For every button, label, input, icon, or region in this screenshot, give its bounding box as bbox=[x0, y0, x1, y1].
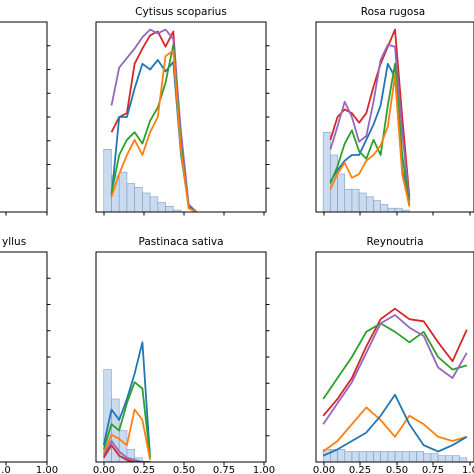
histogram-bar bbox=[337, 449, 346, 462]
series-line-2 bbox=[110, 28, 198, 212]
histogram-bar bbox=[430, 453, 439, 462]
plot-area bbox=[322, 28, 411, 212]
x-tick-label: 0.50 bbox=[173, 465, 195, 474]
series-line-1 bbox=[102, 341, 151, 458]
axes-frame bbox=[315, 251, 474, 463]
histogram-bar bbox=[401, 451, 410, 462]
histogram-bar bbox=[126, 183, 135, 212]
x-tick-label: 1.00 bbox=[36, 465, 58, 474]
series-line-4 bbox=[329, 62, 411, 205]
series-line-1 bbox=[329, 28, 411, 197]
panel-title: Reynoutria bbox=[366, 236, 423, 248]
x-tick-label: 0.25 bbox=[349, 465, 371, 474]
panel-6: 0.000.250.500.751.0Annotation sizeReynou… bbox=[313, 236, 474, 474]
histogram-bar bbox=[387, 207, 396, 212]
histogram-bar bbox=[394, 207, 403, 212]
series-line-3 bbox=[102, 408, 151, 461]
series-line-2 bbox=[102, 381, 151, 458]
x-tick-label: .0 bbox=[1, 465, 11, 474]
histogram-bar bbox=[142, 192, 151, 212]
histogram-bar bbox=[409, 451, 417, 462]
x-tick-label: 0.00 bbox=[313, 465, 335, 474]
histogram-bar bbox=[149, 196, 159, 212]
histogram-bar bbox=[380, 204, 389, 212]
histogram-bar bbox=[344, 188, 353, 212]
panel-2: Cytisus scoparius bbox=[95, 6, 270, 216]
histogram-bar bbox=[373, 200, 381, 212]
panel-title: Pastinaca sativa bbox=[138, 236, 223, 248]
series-line-5 bbox=[322, 393, 468, 457]
series-line-1 bbox=[322, 307, 468, 417]
histogram-bar bbox=[165, 206, 174, 212]
panel-4: .01.00sizeyllus bbox=[0, 236, 58, 474]
histogram-bar bbox=[172, 209, 182, 212]
panel-title: Rosa rugosa bbox=[361, 6, 425, 18]
series-line-2 bbox=[329, 43, 411, 201]
series-line-5 bbox=[329, 74, 411, 207]
plot-area bbox=[322, 307, 468, 462]
x-tick-label: 0.50 bbox=[386, 465, 408, 474]
x-tick-label: 0.25 bbox=[133, 465, 155, 474]
axes-frame bbox=[0, 21, 48, 213]
histogram-bar bbox=[459, 457, 468, 462]
histogram-bar bbox=[322, 131, 331, 212]
histogram-bar bbox=[380, 451, 389, 462]
series-line-5 bbox=[102, 444, 151, 462]
histogram-bar bbox=[444, 455, 453, 462]
series-line-5 bbox=[110, 49, 197, 212]
panel-3: Rosa rugosa bbox=[315, 6, 474, 216]
histogram-bar bbox=[387, 451, 396, 462]
histogram-bar bbox=[157, 202, 166, 212]
x-tick-label: 0.00 bbox=[93, 465, 115, 474]
histogram-bar bbox=[118, 171, 128, 212]
series-line-4 bbox=[322, 406, 468, 453]
histogram-bar bbox=[416, 451, 425, 462]
panel-title: Cytisus scoparius bbox=[135, 6, 227, 18]
histogram-bar bbox=[344, 451, 353, 462]
histogram-bar bbox=[134, 187, 143, 212]
histogram-bar bbox=[103, 149, 112, 212]
axes-frame bbox=[0, 251, 48, 463]
axes-frame bbox=[315, 21, 474, 213]
histogram-bar bbox=[423, 453, 432, 462]
histogram-bar bbox=[365, 196, 374, 212]
x-tick-label: 0.75 bbox=[213, 465, 235, 474]
histogram-bar bbox=[373, 451, 381, 462]
x-tick-label: 1.00 bbox=[253, 465, 275, 474]
panel-1 bbox=[0, 21, 51, 216]
x-tick-label: 1.0 bbox=[462, 465, 474, 474]
plot-area bbox=[102, 341, 151, 462]
x-tick-label: 0.75 bbox=[422, 465, 444, 474]
histogram-bar bbox=[358, 192, 367, 212]
panel-title: yllus bbox=[2, 236, 26, 248]
histogram-bar bbox=[358, 451, 367, 462]
series-line-3 bbox=[322, 314, 468, 425]
histogram-bar bbox=[401, 209, 410, 212]
series-line-2 bbox=[322, 322, 468, 400]
histogram-bar bbox=[452, 455, 460, 462]
panel-5: 0.000.250.500.751.00Annotation sizePasti… bbox=[93, 236, 275, 474]
histogram-bar bbox=[365, 451, 374, 462]
series-line-4 bbox=[102, 440, 151, 462]
plot-area bbox=[103, 28, 198, 212]
histogram-bar bbox=[351, 188, 360, 212]
histogram-bar bbox=[394, 451, 403, 462]
histogram-bar bbox=[351, 451, 360, 462]
histogram-bar bbox=[118, 430, 128, 462]
histogram-bar bbox=[437, 455, 446, 462]
histogram-bar bbox=[337, 173, 346, 212]
